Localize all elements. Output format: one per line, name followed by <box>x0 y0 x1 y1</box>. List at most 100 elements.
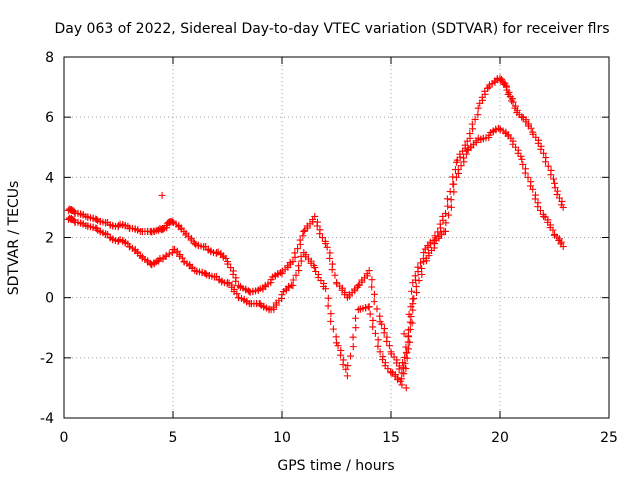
data-point <box>454 166 462 174</box>
data-point <box>322 240 330 248</box>
data-point <box>402 384 410 392</box>
data-point <box>328 266 336 274</box>
data-point <box>460 154 468 162</box>
data-point <box>537 145 545 153</box>
x-tick-label: 20 <box>491 430 509 446</box>
data-point <box>474 111 482 119</box>
data-point <box>418 271 426 278</box>
data-point <box>536 207 544 215</box>
data-point <box>349 343 357 351</box>
data-point <box>407 303 415 311</box>
x-tick-label: 25 <box>600 430 618 446</box>
data-point <box>452 173 460 181</box>
data-point <box>558 197 566 205</box>
x-tick-label: 5 <box>169 430 178 446</box>
data-point <box>450 188 458 196</box>
data-point <box>509 98 517 106</box>
data-point <box>232 277 240 285</box>
data-point <box>431 240 439 248</box>
data-point <box>547 171 555 179</box>
data-point <box>474 104 482 112</box>
y-tick-label: -2 <box>40 351 54 367</box>
data-point <box>395 365 403 373</box>
data-point <box>233 290 241 298</box>
data-point <box>278 291 286 299</box>
data-point <box>373 305 381 313</box>
data-point <box>333 339 340 347</box>
x-tick-label: 15 <box>382 430 400 446</box>
grid-lines <box>64 57 609 418</box>
data-point <box>550 175 558 183</box>
data-point <box>380 329 388 337</box>
data-point <box>168 217 176 225</box>
data-point <box>368 276 376 284</box>
data-point <box>557 238 565 246</box>
data-point <box>376 348 384 356</box>
data-point <box>331 271 339 279</box>
data-point <box>457 162 465 170</box>
data-point <box>445 211 453 219</box>
data-point <box>414 263 422 271</box>
data-point <box>300 227 308 235</box>
data-point <box>400 330 408 338</box>
data-point <box>291 249 299 257</box>
x-tick-label: 0 <box>60 430 69 446</box>
data-point <box>295 262 303 270</box>
y-tick-label: 2 <box>45 231 54 247</box>
data-point <box>404 345 412 353</box>
data-point <box>316 230 324 238</box>
data-point <box>408 287 416 295</box>
y-tick-label: 4 <box>45 170 54 186</box>
x-axis-label: GPS time / hours <box>277 458 394 474</box>
data-point <box>559 243 567 251</box>
data-point <box>365 303 373 311</box>
data-point <box>450 180 458 188</box>
data-point <box>462 150 470 158</box>
data-point <box>370 298 378 306</box>
data-point <box>519 160 527 168</box>
data-point <box>342 365 350 373</box>
data-point <box>461 141 469 149</box>
data-point <box>323 243 331 251</box>
data-point <box>551 179 558 187</box>
data-point <box>365 267 373 275</box>
data-point <box>327 310 335 318</box>
data-point <box>413 289 421 297</box>
data-point <box>431 232 439 240</box>
data-point <box>354 282 362 290</box>
y-tick-label: 8 <box>45 50 54 66</box>
data-point <box>406 325 414 333</box>
data-point <box>415 277 423 285</box>
data-point <box>407 313 415 321</box>
axis-ticks <box>63 56 610 419</box>
data-point <box>256 300 264 308</box>
data-point <box>444 202 452 210</box>
data-point <box>296 236 304 244</box>
data-point <box>401 359 409 367</box>
y-tick-labels: -4 -2 0 2 4 6 8 <box>40 50 54 427</box>
data-point <box>339 361 347 369</box>
data-point <box>400 370 408 378</box>
data-point <box>162 251 170 259</box>
data-point <box>531 195 539 203</box>
data-point <box>385 342 393 350</box>
data-point <box>326 254 334 262</box>
data-point <box>466 130 474 138</box>
data-point <box>542 158 550 166</box>
data-point <box>332 333 340 341</box>
data-point <box>165 250 173 258</box>
chart-title: Day 063 of 2022, Sidereal Day-to-day VTE… <box>54 21 609 37</box>
data-point <box>222 254 230 262</box>
data-points <box>64 74 567 392</box>
data-point <box>404 332 412 340</box>
data-point <box>292 271 300 279</box>
data-point <box>402 349 410 357</box>
x-tick-labels: 0 5 10 15 20 25 <box>60 430 618 446</box>
data-point <box>544 162 552 170</box>
data-point <box>337 351 345 359</box>
data-point <box>442 227 449 235</box>
data-point <box>524 173 532 181</box>
data-point <box>352 324 360 332</box>
data-point <box>347 352 355 360</box>
data-point <box>471 115 479 123</box>
